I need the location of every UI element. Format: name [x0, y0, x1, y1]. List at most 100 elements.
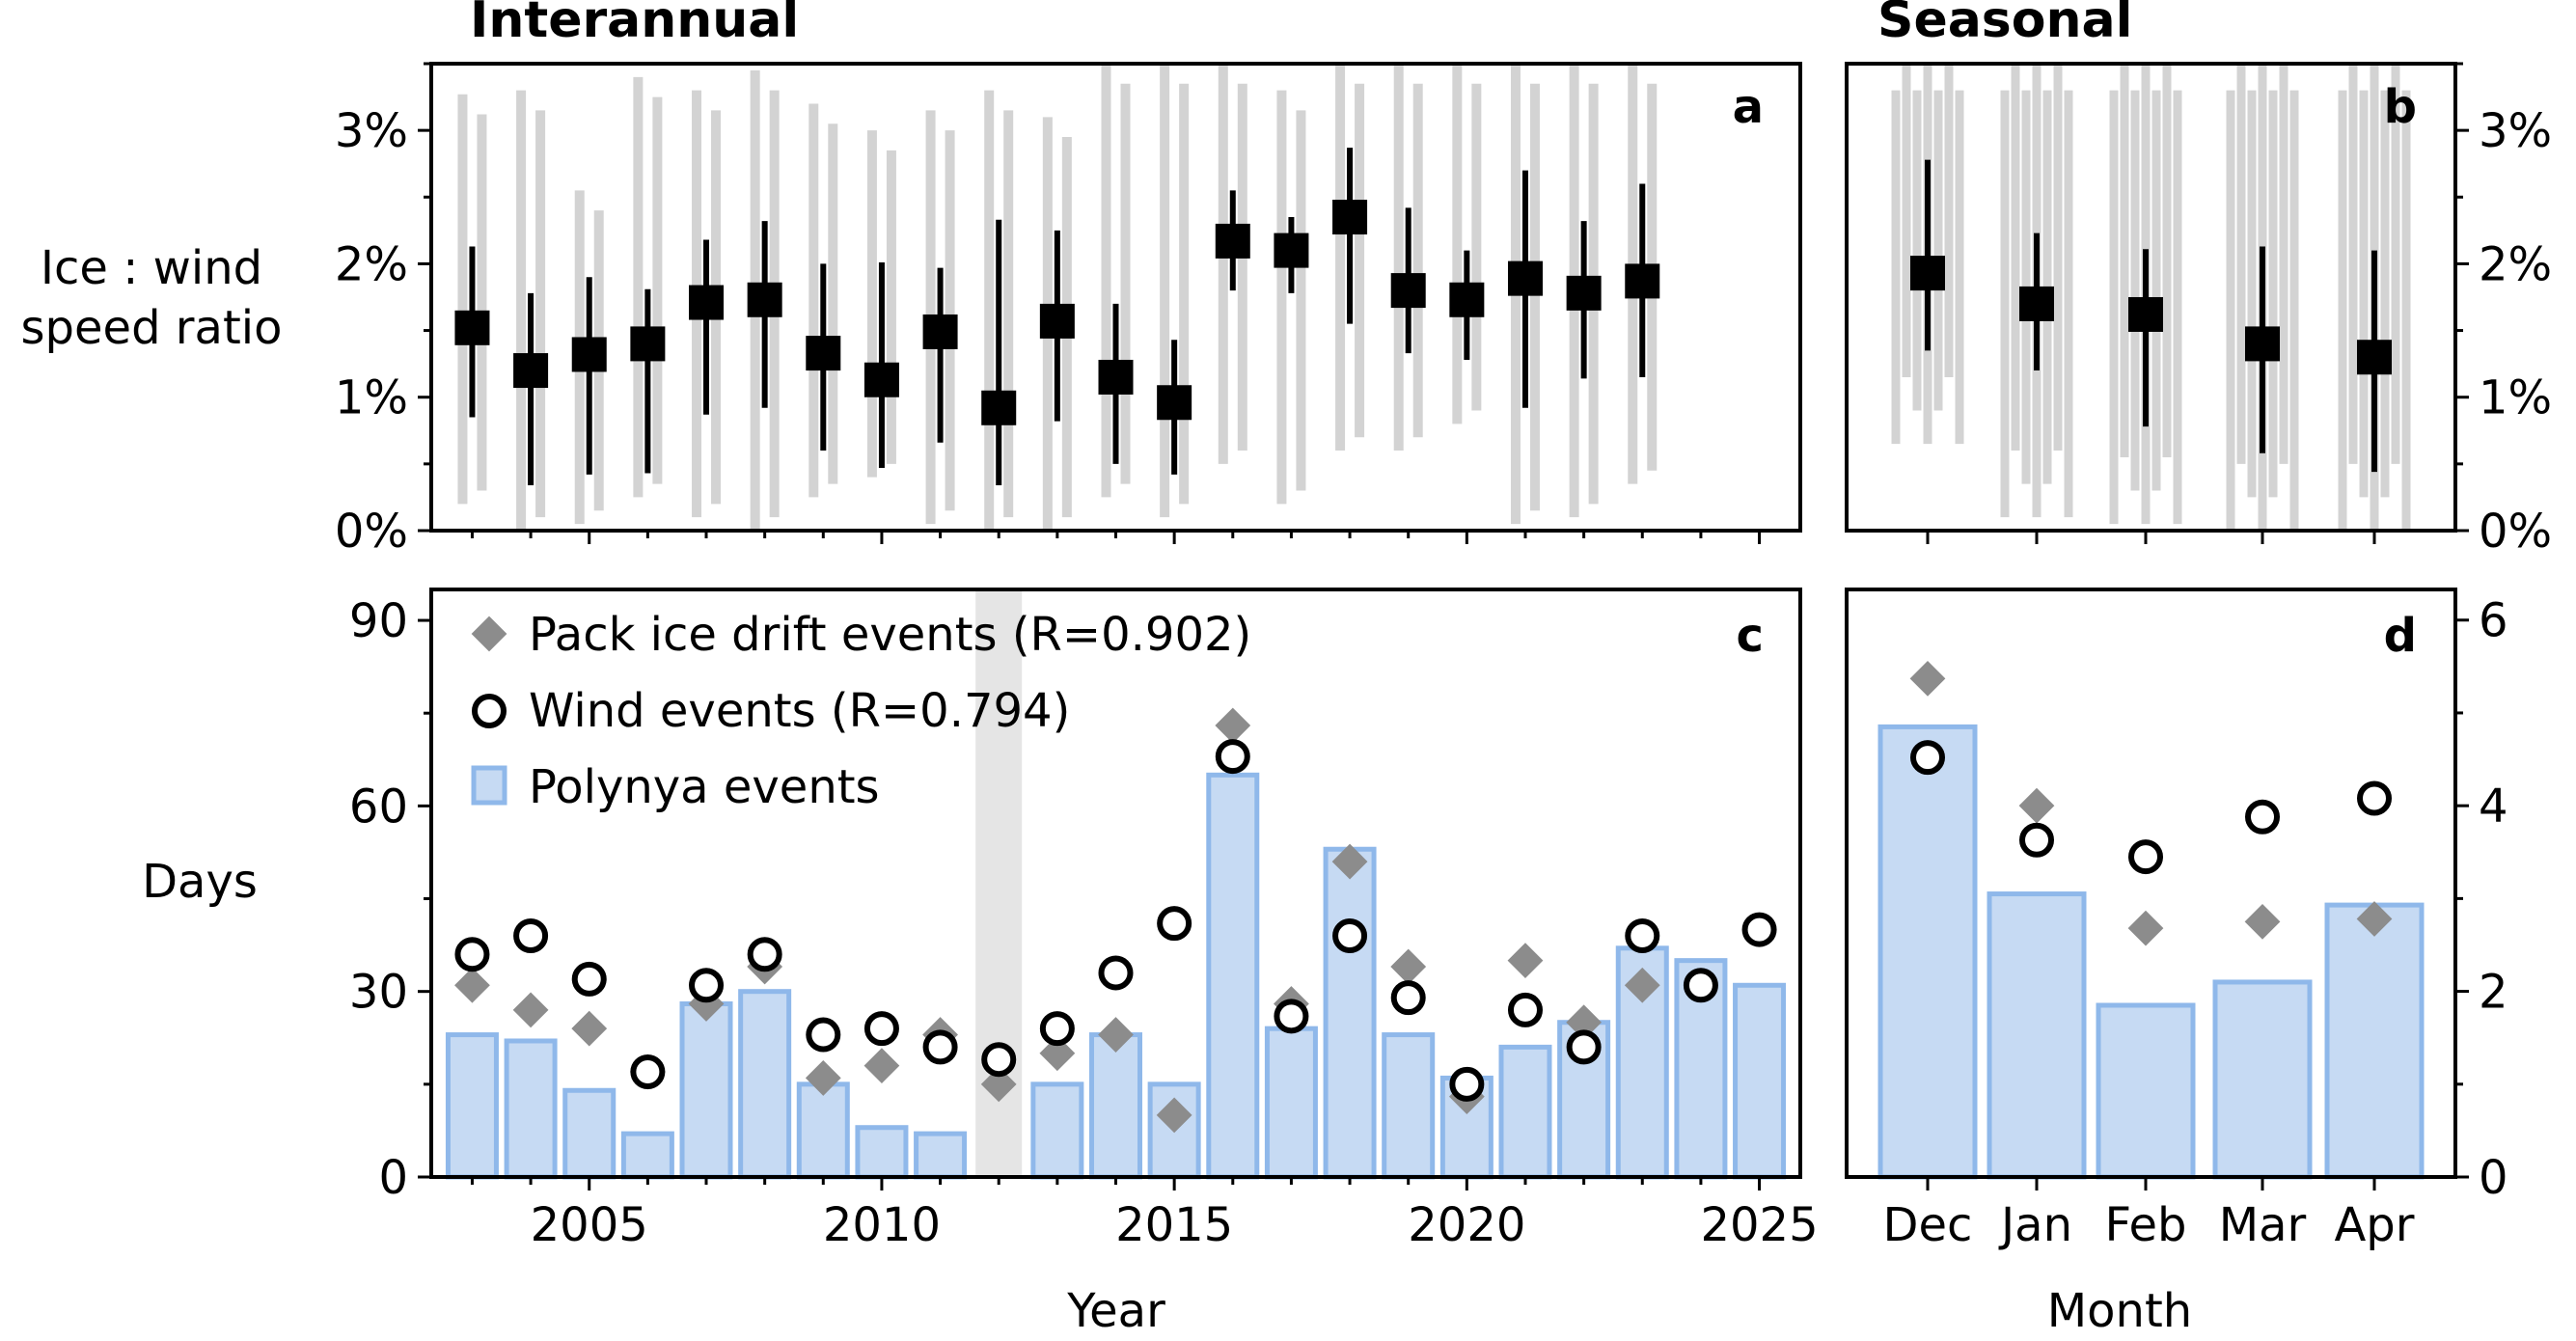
ytick-label: 2%	[335, 237, 408, 291]
ratio-marker	[922, 314, 958, 349]
legend-wind-marker	[472, 694, 507, 728]
polynya-bar	[796, 1081, 850, 1180]
title-interannual: Interannual	[470, 0, 799, 49]
panel-tag-b: b	[2384, 80, 2417, 134]
polynya-bar	[445, 1032, 499, 1180]
polynya-bar	[620, 1131, 674, 1180]
wind-event-circle	[1683, 968, 1718, 1003]
pack-ice-diamond	[1624, 967, 1660, 1003]
ytick-label: 0	[2479, 1151, 2508, 1205]
ylabel-ratio-line1: Ice : wind	[41, 241, 262, 295]
pack-ice-diamond	[454, 967, 490, 1003]
pack-ice-diamond	[1039, 1035, 1076, 1072]
xtick-label: 2015	[1115, 1198, 1233, 1252]
ylabel-ratio-line2: speed ratio	[21, 301, 283, 355]
ratio-marker	[981, 390, 1017, 425]
ytick-label: 1%	[335, 371, 408, 425]
polynya-bar	[1877, 724, 1978, 1180]
polynya-bar	[504, 1038, 558, 1180]
xlabel-month: Month	[2047, 1284, 2192, 1338]
xtick-label: 2025	[1700, 1198, 1818, 1252]
ytick-label: 3%	[335, 104, 408, 158]
pack-ice-diamond	[1331, 843, 1368, 880]
wind-event-circle	[2245, 799, 2280, 835]
polynya-bar	[1206, 772, 1260, 1180]
wind-event-circle	[2357, 780, 2392, 816]
ratio-marker	[630, 326, 666, 362]
ratio-marker	[454, 310, 490, 345]
wind-event-circle	[1332, 917, 1368, 953]
ratio-marker	[1910, 256, 1945, 291]
ratio-marker	[513, 353, 549, 389]
xtick-label: 2005	[531, 1198, 648, 1252]
xtick-label: 2020	[1408, 1198, 1525, 1252]
polynya-bar	[1323, 846, 1377, 1180]
pack-ice-diamond	[1909, 660, 1946, 697]
wind-event-circle	[454, 937, 490, 972]
polynya-bar	[2212, 979, 2313, 1180]
pack-ice-diamond	[1215, 707, 1251, 744]
polynya-bar	[679, 1001, 733, 1180]
ratio-marker	[1157, 385, 1192, 421]
wind-event-circle	[1566, 1029, 1602, 1065]
polynya-bar	[2096, 1002, 2196, 1180]
ratio-marker	[1625, 263, 1660, 299]
legend-pack-marker	[471, 616, 507, 652]
pack-ice-diamond	[571, 1010, 608, 1047]
polynya-bar	[562, 1087, 617, 1180]
panel-tag-a: a	[1733, 80, 1764, 134]
ytick-label: 2	[2479, 966, 2508, 1020]
ytick-label: 90	[349, 594, 408, 648]
ratio-marker	[1332, 200, 1368, 235]
xtick-label: Dec	[1883, 1198, 1973, 1252]
ratio-marker	[1449, 282, 1485, 317]
ytick-label: 3%	[2479, 104, 2552, 158]
xtick-label: Feb	[2105, 1198, 2187, 1252]
pack-ice-diamond	[512, 992, 549, 1028]
panel-b-seasonal-ratio: 0% 1% 2% 3%	[1845, 62, 2552, 559]
polynya-bar	[855, 1125, 909, 1180]
ratio-marker	[571, 337, 607, 372]
panel-tag-c: c	[1737, 609, 1764, 663]
polynya-bar	[1382, 1032, 1436, 1180]
legend-polynya-label: Polynya events	[529, 760, 880, 814]
ytick-label: 0%	[335, 505, 408, 559]
wind-event-circle	[1449, 1066, 1485, 1102]
ratio-marker	[2245, 326, 2280, 362]
wind-event-circle	[1390, 980, 1426, 1016]
xtick-label: Apr	[2334, 1198, 2414, 1252]
ytick-label: 60	[349, 780, 408, 834]
title-seasonal: Seasonal	[1877, 0, 2132, 49]
ratio-marker	[689, 285, 725, 320]
panel-tag-d: d	[2384, 609, 2417, 663]
xtick-label: Jan	[1998, 1198, 2072, 1252]
wind-event-circle	[806, 1017, 841, 1053]
pack-ice-diamond	[2244, 904, 2281, 940]
wind-event-circle	[747, 937, 782, 972]
xtick-label: Mar	[2219, 1198, 2307, 1252]
wind-event-circle	[630, 1054, 666, 1090]
polynya-bar	[1987, 891, 2087, 1180]
ratio-marker	[1215, 223, 1250, 259]
wind-event-circle	[922, 1029, 958, 1065]
ratio-marker	[1098, 359, 1134, 395]
wind-event-circle	[689, 968, 725, 1003]
ratio-marker	[1507, 260, 1543, 296]
panel-c-interannual-days: 0 30 60 90 2005 2010 2015 2020 2025	[349, 588, 1819, 1252]
ytick-label: 4	[2479, 780, 2508, 834]
wind-event-circle	[2019, 822, 2054, 858]
xtick-label: 2010	[823, 1198, 941, 1252]
panel-a-interannual-ratio: 0% 1% 2% 3%	[335, 62, 1802, 559]
ytick-label: 1%	[2479, 371, 2552, 425]
wind-event-circle	[1039, 1011, 1075, 1047]
pack-ice-diamond	[1156, 1097, 1192, 1134]
polynya-bar	[1264, 1026, 1318, 1180]
polynya-bar	[2324, 902, 2425, 1180]
wind-event-circle	[1215, 739, 1250, 775]
pack-ice-diamond	[1390, 948, 1427, 985]
pack-ice-diamond	[2018, 787, 2055, 824]
panel-d-seasonal-days: Dec Jan Feb Mar Apr 0 2 4 6	[1845, 588, 2508, 1252]
wind-event-circle	[1507, 992, 1543, 1027]
legend: Pack ice drift events (R=0.902) Wind eve…	[471, 608, 1251, 814]
